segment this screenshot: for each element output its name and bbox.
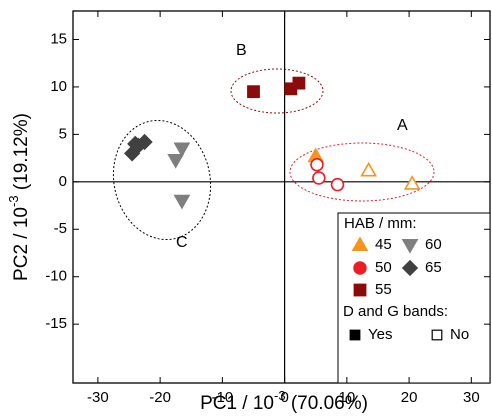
annotation: A [397, 117, 408, 134]
y-tick-label: -10 [45, 268, 67, 285]
y-tick-label: 5 [59, 125, 67, 142]
x-tick-label: 10 [339, 389, 356, 406]
scatter-point [292, 76, 306, 90]
legend-label: Yes [368, 326, 392, 343]
y-axis-label-sup: -3 [6, 195, 21, 207]
legend-marker [353, 283, 367, 297]
legend-label: 60 [425, 236, 442, 253]
y-tick-label: -5 [54, 220, 67, 237]
x-tick-label: -30 [87, 389, 109, 406]
group-ellipse [230, 68, 324, 114]
x-axis-label-sup: -3 [274, 388, 286, 403]
legend-label: No [450, 326, 469, 343]
x-tick-label: 0 [280, 389, 288, 406]
y-tick-label: 0 [59, 173, 67, 190]
legend-title: D and G bands: [343, 303, 448, 320]
y-axis-label-text: PC2 / 10 [11, 207, 32, 281]
x-axis-label-rest: (70.06%) [286, 393, 368, 414]
y-tick-label: 10 [50, 78, 67, 95]
legend-marker [351, 236, 369, 252]
x-tick-label: 30 [463, 389, 480, 406]
scatter-point [330, 177, 345, 192]
y-axis-label-rest: (19.12%) [11, 113, 32, 195]
y-tick-label: 15 [50, 30, 67, 47]
scatter-point [247, 85, 260, 99]
plot-frame [72, 10, 491, 384]
y-axis-label: PC2 / 10-3 (19.12%) [6, 113, 32, 281]
legend-label: 50 [375, 259, 392, 276]
annotation: B [236, 42, 247, 59]
legend-marker [349, 329, 361, 341]
y-tick-label: -15 [45, 315, 67, 332]
scatter-point [167, 153, 185, 169]
legend-label: 65 [425, 259, 442, 276]
scatter-point [360, 161, 378, 177]
scatter-point [403, 175, 421, 190]
x-axis-label-text: PC1 / 10 [200, 393, 274, 414]
scatter-point [312, 171, 326, 185]
scatter-point [173, 142, 191, 158]
legend-marker [401, 259, 419, 277]
x-tick-label: -20 [149, 389, 171, 406]
scatter-point [310, 157, 324, 172]
legend-marker [401, 238, 419, 254]
legend-title: HAB / mm: [344, 215, 417, 232]
legend-label: 55 [375, 281, 392, 298]
scatter-point [173, 194, 191, 210]
scatter-point [136, 133, 153, 151]
x-axis-label: PC1 / 10-3 (70.06%) [200, 388, 368, 414]
group-ellipse [289, 142, 435, 202]
x-tick-label: 20 [401, 389, 418, 406]
legend-marker [353, 261, 367, 275]
annotation: C [176, 234, 188, 251]
legend-label: 45 [375, 236, 392, 253]
legend-marker [431, 329, 443, 341]
x-tick-label: -10 [212, 389, 234, 406]
group-ellipse [112, 119, 212, 241]
